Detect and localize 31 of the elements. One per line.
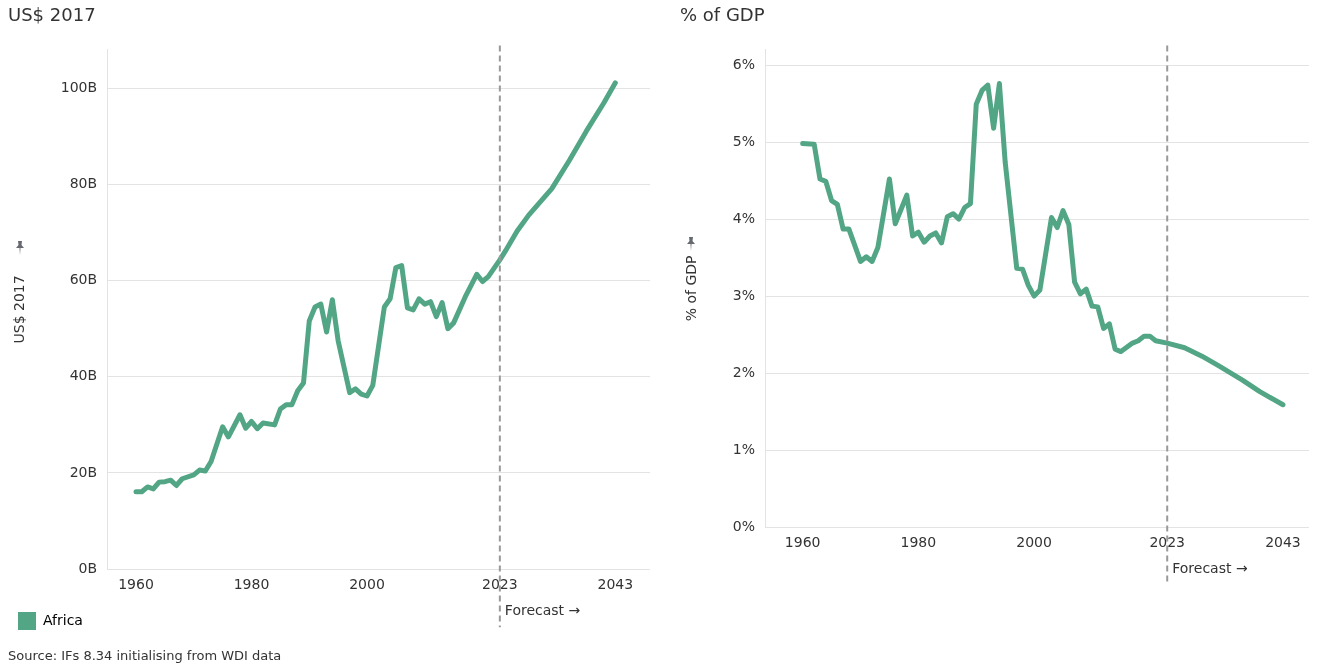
y-tick-label: 4%	[732, 209, 756, 226]
y-tick-label: 6%	[732, 55, 756, 72]
y-tick-label: 60B	[69, 271, 98, 288]
x-tick-label: 2043	[1265, 534, 1301, 551]
legend-label: Africa	[43, 611, 83, 628]
y-tick-label: 5%	[732, 132, 756, 149]
y-tick-label: 2%	[732, 363, 756, 380]
y-tick-label: 1%	[732, 440, 756, 457]
y-axis-title: US$ 2017	[11, 275, 28, 344]
x-tick-label: 1980	[900, 534, 937, 551]
y-tick-label: 3%	[732, 286, 756, 303]
x-tick-label: 2023	[482, 576, 518, 593]
x-tick-label: 1960	[118, 576, 154, 593]
y-axis-title: % of GDP	[683, 255, 700, 322]
y-tick-label: 0B	[78, 559, 98, 576]
y-tick-label: 0%	[732, 517, 756, 534]
ref-line-label: Forecast →	[504, 601, 581, 618]
y-tick-label: 20B	[69, 463, 98, 480]
chart-title: % of GDP	[680, 4, 765, 26]
x-tick-label: 2043	[597, 576, 634, 593]
x-tick-label: 2000	[1016, 534, 1052, 551]
x-tick-label: 2023	[1149, 534, 1186, 551]
source-note: Source: IFs 8.34 initialising from WDI data	[8, 648, 282, 663]
y-tick-label: 40B	[69, 367, 98, 384]
x-tick-label: 1980	[233, 576, 270, 593]
y-tick-label: 80B	[69, 174, 98, 191]
y-tick-label: 100B	[60, 78, 98, 95]
x-tick-label: 2000	[349, 576, 385, 593]
x-tick-label: 1960	[784, 534, 821, 551]
ref-line-label: Forecast →	[1172, 559, 1248, 576]
chart-title: US$ 2017	[8, 4, 96, 26]
